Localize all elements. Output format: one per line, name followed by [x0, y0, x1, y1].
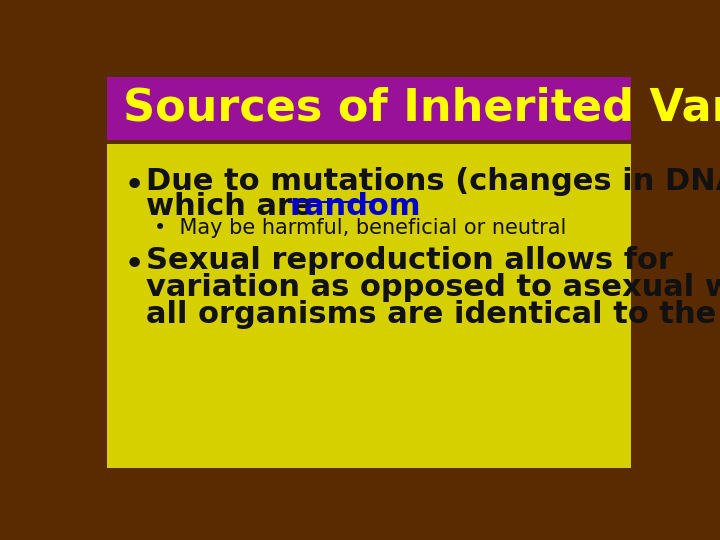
FancyBboxPatch shape	[107, 144, 631, 468]
FancyBboxPatch shape	[107, 77, 631, 140]
Text: •  May be harmful, beneficial or neutral: • May be harmful, beneficial or neutral	[154, 218, 567, 238]
Text: variation as opposed to asexual where: variation as opposed to asexual where	[145, 273, 720, 302]
Text: •: •	[124, 168, 145, 202]
Text: Sources of Inherited Variation: Sources of Inherited Variation	[124, 87, 720, 130]
Text: •: •	[124, 248, 145, 282]
Text: Sexual reproduction allows for: Sexual reproduction allows for	[145, 246, 672, 275]
Text: random: random	[289, 192, 420, 221]
Text: Due to mutations (changes in DNA): Due to mutations (changes in DNA)	[145, 167, 720, 195]
Text: which are: which are	[145, 192, 323, 221]
Text: all organisms are identical to the parent: all organisms are identical to the paren…	[145, 300, 720, 329]
